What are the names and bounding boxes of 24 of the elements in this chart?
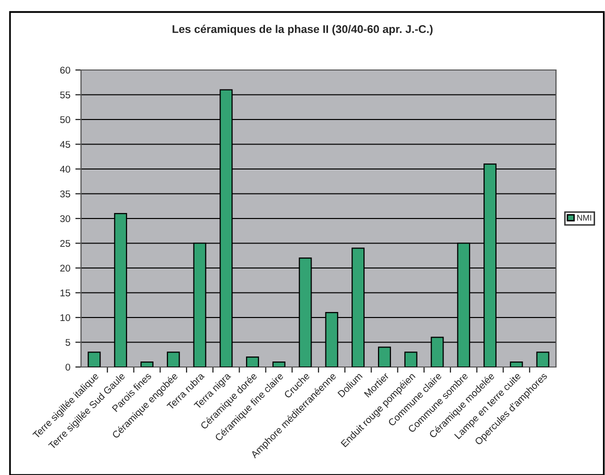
bar: [246, 356, 260, 367]
y-tick-label: 40: [60, 166, 70, 173]
bar: [510, 361, 523, 367]
bar: [272, 361, 286, 367]
y-tick-label: 10: [60, 314, 70, 322]
y-tick-label: 0: [66, 364, 70, 371]
y-tick-label: 35: [60, 190, 70, 198]
y-tick-label: 5: [66, 339, 70, 346]
y-tick-label: 45: [60, 141, 70, 148]
bar: [166, 352, 180, 367]
legend-label: NMI: [577, 214, 592, 221]
bar: [536, 352, 550, 367]
y-tick-label: 30: [60, 215, 70, 222]
bar: [404, 352, 418, 367]
y-tick-label: 60: [60, 66, 70, 74]
y-tick-label: 50: [60, 116, 70, 124]
bar: [88, 352, 101, 367]
chart-title: Les céramiques de la phase II (30/40-60 apr. J.-C.): [172, 24, 433, 36]
bar: [140, 361, 154, 367]
y-tick-label: 55: [60, 92, 70, 98]
bar: [378, 346, 391, 367]
y-tick-label: 20: [60, 264, 70, 272]
y-tick-label: 25: [60, 240, 70, 247]
y-tick-label: 15: [60, 290, 70, 296]
